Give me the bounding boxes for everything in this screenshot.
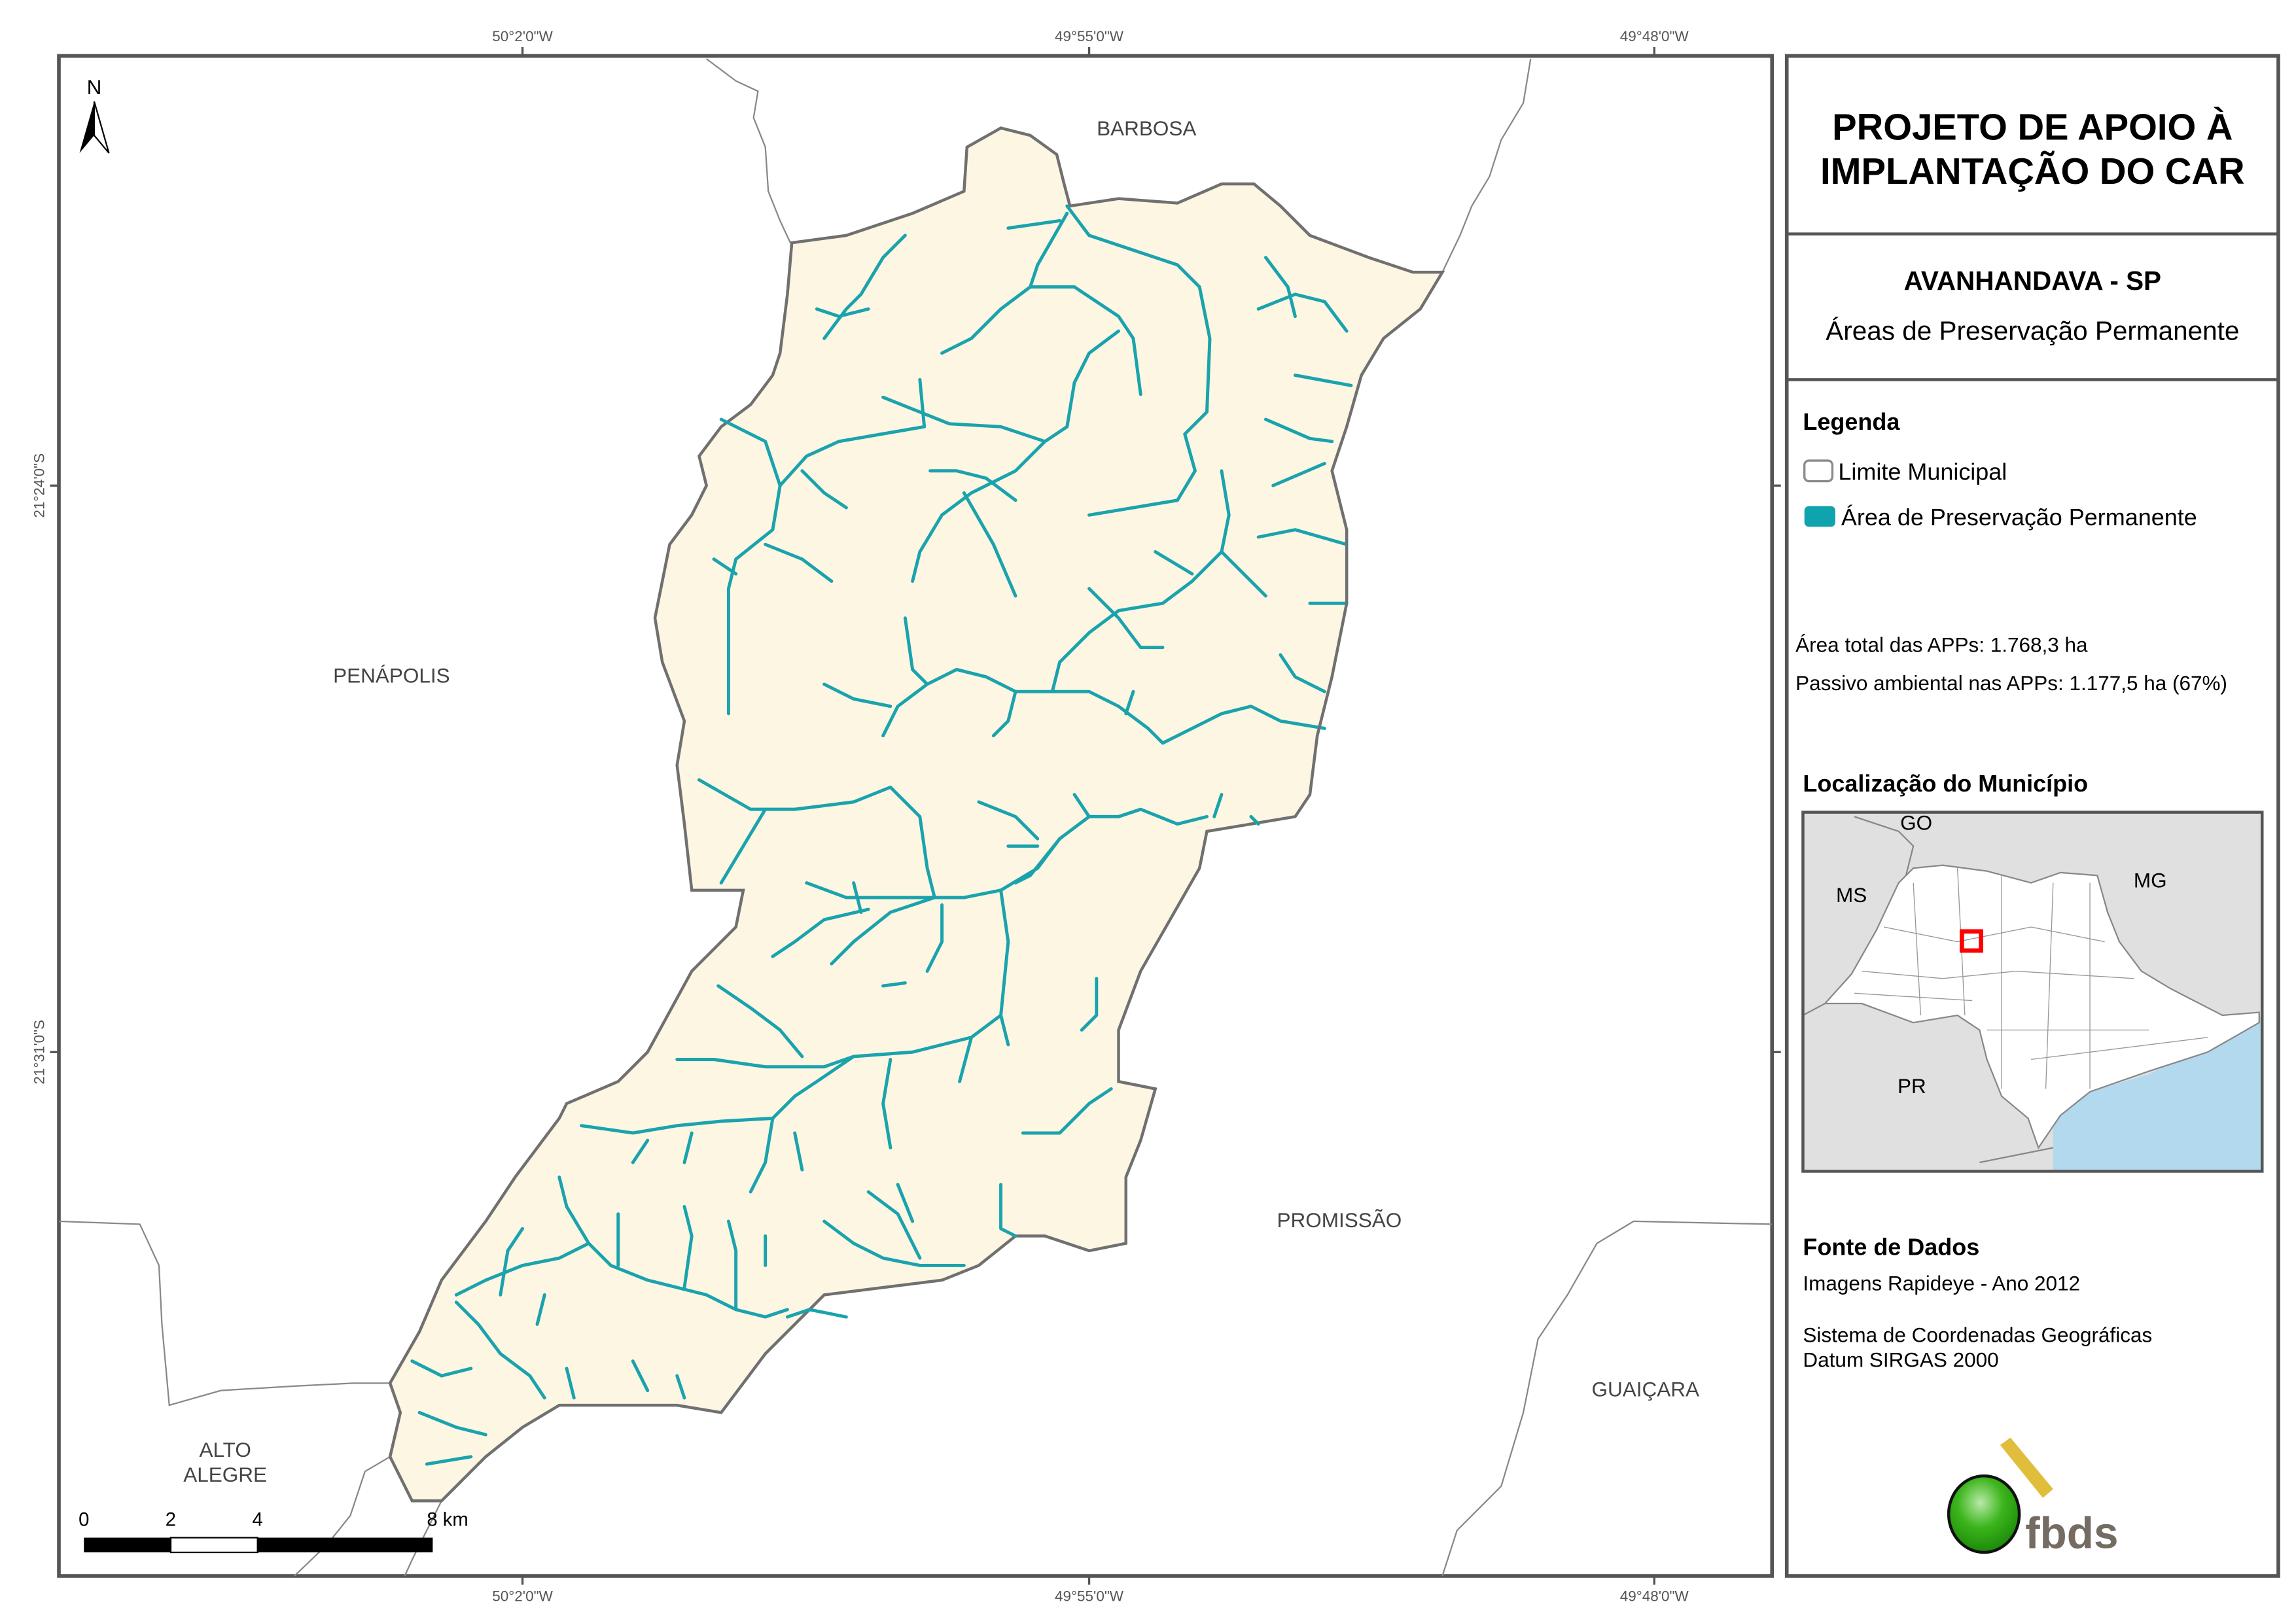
location-heading: Localização do Município: [1803, 770, 2088, 797]
scale-bar: 0 2 4 8 km: [79, 1510, 468, 1554]
main-map[interactable]: N BARBOSA PENÁPOLIS PROMISSÃO GUAIÇARA A…: [57, 54, 1775, 1578]
stat-passivo: Passivo ambiental nas APPs: 1.177,5 ha (…: [1795, 671, 2227, 695]
fbds-logo: fbds: [1947, 1437, 2119, 1558]
lat-label-1: 21°24'0"S: [31, 453, 48, 518]
municipality-name: AVANHANDAVA - SP: [1904, 266, 2161, 296]
scale-0: 0: [79, 1510, 89, 1531]
map-subtitle: Áreas de Preservação Permanente: [1826, 316, 2239, 346]
logo-text: fbds: [2025, 1509, 2118, 1558]
lon-label-bottom-2: 49°55'0"W: [1055, 1588, 1124, 1604]
state-ms: MS: [1836, 883, 1867, 907]
north-arrow-icon: N: [79, 75, 110, 154]
lon-label-top-3: 49°48'0"W: [1620, 28, 1689, 44]
scale-4: 4: [253, 1510, 263, 1531]
legend-label-boundary: Limite Municipal: [1838, 458, 2007, 485]
source-crs: Sistema de Coordenadas Geográficas: [1803, 1323, 2152, 1346]
north-label: N: [87, 75, 102, 99]
legend-heading: Legenda: [1803, 408, 1900, 435]
lon-label-top-1: 50°2'0"W: [492, 28, 553, 44]
label-guaicara: GUAIÇARA: [1592, 1378, 1699, 1401]
label-alto: ALTO: [200, 1438, 251, 1461]
app-rivers: [410, 204, 1353, 1466]
info-panel: PROJETO DE APOIO À IMPLANTAÇÃO DO CAR AV…: [1784, 54, 2280, 1578]
label-alegre: ALEGRE: [183, 1463, 267, 1486]
source-imagery: Imagens Rapideye - Ano 2012: [1803, 1272, 2080, 1295]
scale-8: 8 km: [427, 1510, 468, 1531]
stat-total-area: Área total das APPs: 1.768,3 ha: [1795, 633, 2088, 656]
title-line-1: PROJETO DE APOIO À: [1832, 107, 2233, 148]
scale-2: 2: [166, 1510, 176, 1531]
location-highlight: [1960, 929, 1983, 953]
sources-heading: Fonte de Dados: [1803, 1234, 1979, 1261]
graticule-labels: [50, 46, 1781, 1585]
label-barbosa: BARBOSA: [1097, 116, 1196, 140]
state-mg: MG: [2134, 868, 2167, 892]
label-promissao: PROMISSÃO: [1277, 1208, 1402, 1232]
location-inset-map: GO MS MG PR: [1801, 811, 2264, 1173]
label-penapolis: PENÁPOLIS: [333, 664, 450, 688]
legend-label-app: Área de Preservação Permanente: [1841, 504, 2197, 531]
legend-swatch-app: [1804, 506, 1835, 527]
lon-label-top-2: 49°55'0"W: [1055, 28, 1124, 44]
title-line-2: IMPLANTAÇÃO DO CAR: [1820, 150, 2245, 192]
neighbor-boundaries: [58, 58, 1773, 1577]
lat-label-2: 21°31'0"S: [31, 1020, 48, 1085]
lon-label-bottom-1: 50°2'0"W: [492, 1588, 553, 1604]
state-pr: PR: [1898, 1074, 1926, 1098]
state-go: GO: [1900, 811, 1932, 835]
source-datum: Datum SIRGAS 2000: [1803, 1348, 1998, 1372]
lon-label-bottom-3: 49°48'0"W: [1620, 1588, 1689, 1604]
legend-swatch-boundary: [1803, 459, 1834, 483]
